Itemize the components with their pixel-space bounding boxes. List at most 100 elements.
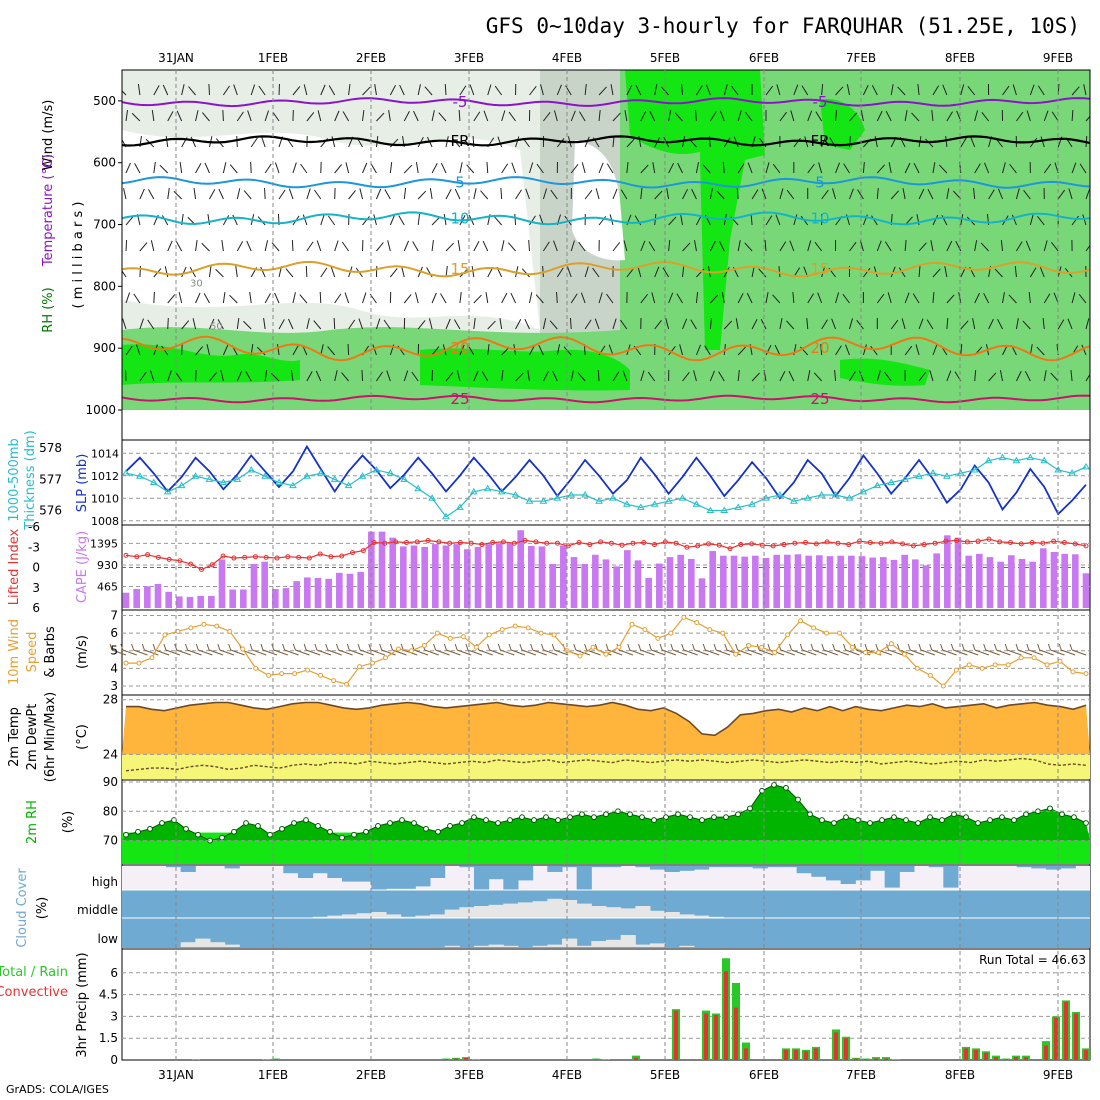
wind-barb-feather: [627, 643, 631, 651]
wind-barb: [362, 292, 367, 304]
cape-tick-label: 1395: [90, 537, 118, 550]
isotherm-label: 15: [810, 260, 829, 278]
wind-barb: [693, 370, 697, 382]
wind-barb: [736, 187, 739, 200]
wind-barb-feather: [670, 643, 674, 651]
rh2m-point: [351, 831, 357, 838]
wind-barb-10m: [262, 649, 278, 656]
cape-bar: [506, 543, 514, 608]
date-label-bottom: 1FEB: [258, 1068, 288, 1082]
wind-barb: [640, 240, 646, 252]
wind-barb-feather: [141, 643, 145, 651]
wind-barb: [485, 292, 489, 304]
wind-barb: [807, 370, 811, 382]
precip-conv-bar: [454, 1058, 458, 1060]
wind-barb: [1037, 85, 1045, 96]
wind-barb-feather: [918, 643, 922, 651]
precip-conv-bar: [1064, 1001, 1068, 1060]
precip-conv-bar: [744, 1048, 748, 1060]
wind-speed-point: [538, 630, 544, 636]
axis-label: (m/s): [75, 635, 90, 669]
rh2m-point: [855, 817, 861, 823]
wind-barb: [1051, 111, 1059, 122]
wind-barb: [445, 318, 451, 330]
lifted-index-point: [824, 539, 830, 545]
wind-barb: [654, 84, 658, 96]
thickness-point: [344, 481, 353, 489]
wind-barb: [398, 215, 405, 226]
pressure-tick-label: 600: [93, 156, 116, 170]
wind-barb: [1085, 318, 1090, 330]
cape-bar: [869, 557, 876, 608]
lifted-index-point: [145, 552, 151, 558]
wind-barb: [250, 161, 252, 174]
wind-barb: [466, 164, 475, 174]
wind-barb: [1002, 85, 1010, 96]
cape-bar: [688, 558, 695, 608]
wind-barb: [1081, 344, 1087, 356]
wind-barb-feather: [314, 643, 318, 651]
cloud-high-bar: [943, 866, 959, 888]
wind-barb: [862, 161, 865, 174]
wind-barb: [277, 344, 280, 356]
wind-barb: [913, 162, 920, 174]
wind-barb: [524, 318, 530, 330]
wind-barb: [515, 372, 524, 382]
cloud-high-bar: [400, 866, 416, 889]
slp-panel: 576 577 578 1008 1010 1012 1014: [39, 439, 1091, 528]
wind-barb-feather: [691, 643, 695, 651]
wind-barb-10m: [521, 649, 537, 656]
wind-barb: [319, 291, 322, 304]
wind-barb: [946, 188, 950, 200]
wind-barb: [139, 188, 145, 200]
wind-barb: [904, 162, 911, 174]
wind-barb: [1012, 84, 1017, 96]
thickness-point: [330, 475, 339, 482]
wind-barb-feather: [185, 643, 188, 651]
wind-barb-feather: [508, 643, 512, 651]
wind-barb-feather: [767, 643, 771, 651]
wind-barb: [243, 190, 252, 200]
thickness-point: [1040, 456, 1049, 464]
cloud-high-bar: [1016, 866, 1032, 868]
date-label-bottom: 8FEB: [945, 1068, 975, 1082]
wind-barb: [801, 85, 809, 96]
wind-barb: [556, 84, 562, 96]
wind-barb: [737, 292, 744, 304]
wind-barb-feather: [994, 643, 997, 651]
isotherm-line: [122, 260, 1090, 278]
wind-barb: [399, 84, 405, 96]
isotherm-label: 20: [810, 339, 829, 357]
wind-barb: [386, 370, 391, 382]
wind-barb: [133, 293, 141, 304]
wind-barb-10m: [154, 649, 170, 656]
wind-barb-feather: [896, 643, 900, 651]
rh2m-point: [279, 825, 285, 832]
wind-barb: [362, 110, 365, 122]
wind-barb: [494, 216, 503, 226]
cloud-middle-gap: [708, 916, 724, 918]
wind-barb: [229, 164, 238, 174]
wind-barb: [682, 188, 688, 200]
wind-barb: [980, 242, 989, 252]
wind-barb: [529, 215, 536, 226]
wind-barb-10m: [640, 649, 655, 656]
wind-barb: [945, 136, 948, 148]
cape-bar: [890, 559, 898, 608]
cape-bar: [240, 589, 247, 608]
cape-bar: [570, 557, 578, 608]
lifted-index-point: [943, 538, 949, 544]
wind-barb: [372, 344, 377, 356]
wind-barb: [890, 266, 896, 278]
wind-speed-point: [357, 664, 363, 670]
wind-barb: [608, 344, 614, 356]
rh2m-point: [243, 820, 249, 826]
cloud-high-bar: [518, 866, 534, 881]
precip-conv-bar: [834, 1032, 838, 1060]
cape-bar: [346, 573, 354, 608]
wind-barb: [285, 268, 294, 278]
wind-speed-point: [914, 665, 920, 671]
wind-barb: [535, 294, 544, 304]
wind-barb: [264, 240, 269, 252]
cloud-high-bar: [1046, 866, 1062, 870]
